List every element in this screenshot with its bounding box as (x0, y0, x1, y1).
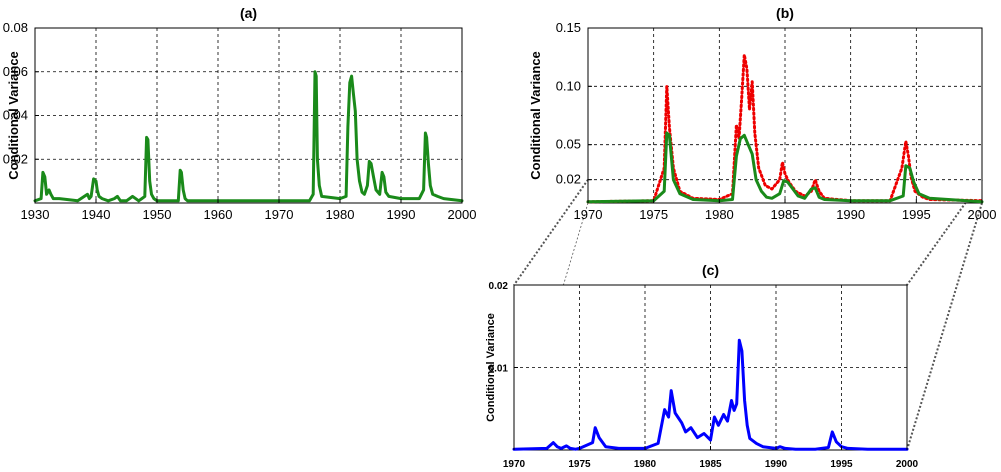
series-b (586, 53, 984, 204)
panel-a: 1930 1940 1950 1960 1970 1980 1990 2000 0.020.0… (3, 5, 477, 222)
xticks-a: 1930 1940 1950 1960 1970 1980 1990 2000 (21, 199, 477, 222)
x-tick-label: 1990 (836, 207, 865, 222)
x-tick-label: 1970 (265, 207, 294, 222)
x-tick-label: 1970 (503, 459, 526, 470)
series-line-b-1 (586, 131, 984, 204)
chart-title-c: (c) (702, 262, 719, 278)
x-tick-label: 2000 (448, 207, 477, 222)
x-tick-label: 1940 (82, 207, 111, 222)
x-tick-label: 1985 (699, 459, 722, 470)
series-c (512, 338, 909, 451)
y-axis-label-a: Conditional Variance (6, 51, 21, 180)
chart-title-b: (b) (776, 5, 794, 21)
y-axis-label-b: Conditional Variance (528, 51, 543, 180)
x-tick-label: 1985 (771, 207, 800, 222)
x-tick-label: 1975 (639, 207, 668, 222)
y-tick-label: 0.05 (556, 137, 581, 152)
x-tick-label: 1950 (143, 207, 172, 222)
x-tick-label: 1995 (830, 459, 853, 470)
x-tick-label: 1970 (574, 207, 603, 222)
xticks-c: 1970 1975 1980 1985 1990 1995 2000 (503, 446, 919, 470)
panel-b: 1970 1975 1980 1985 1990 1995 2000 0.02 0.05 0.1… (528, 5, 996, 222)
x-tick-label: 1980 (634, 459, 657, 470)
y-tick-label: 0.02 (489, 281, 509, 292)
y-tick-label: 0.01 (489, 364, 509, 375)
x-tick-label: 1990 (765, 459, 788, 470)
xticks-b: 1970 1975 1980 1985 1990 1995 2000 (574, 199, 997, 222)
y-tick-label: 0.02 (3, 151, 28, 166)
y-tick-label: 0.06 (3, 64, 28, 79)
x-tick-label: 1930 (21, 207, 50, 222)
grid-a (35, 28, 462, 203)
yticks-b: 0.02 0.05 0.10 0.15 (556, 20, 592, 187)
x-tick-label: 1990 (387, 207, 416, 222)
yticks-c: 0.01 0.02 (489, 281, 518, 375)
zoom-line-bottom-right (906, 202, 983, 451)
yticks-a: 0.02 0.04 0.06 0.08 (3, 20, 39, 166)
y-tick-label: 0.04 (3, 108, 28, 123)
y-tick-label: 0.10 (556, 78, 581, 93)
series-a (33, 70, 464, 203)
x-tick-label: 2000 (896, 459, 919, 470)
y-tick-label: 0.02 (556, 172, 581, 187)
panel-c: 1970 1975 1980 1985 1990 1995 2000 0.01 0.02 (c… (485, 262, 919, 470)
zoom-line-top-left (513, 179, 589, 286)
x-tick-label: 1960 (204, 207, 233, 222)
x-tick-label: 1980 (326, 207, 355, 222)
plot-area-c (513, 284, 908, 451)
x-tick-label: 1980 (705, 207, 734, 222)
y-axis-label-c: Conditional Variance (485, 313, 497, 422)
x-tick-label: 1975 (568, 459, 591, 470)
y-tick-label: 0.15 (556, 20, 581, 35)
x-tick-label: 1995 (902, 207, 931, 222)
x-tick-label: 2000 (968, 207, 997, 222)
series-line-c-0 (512, 338, 909, 451)
chart-title-a: (a) (240, 5, 257, 21)
y-tick-label: 0.08 (3, 20, 28, 35)
series-line-a-0 (33, 70, 464, 203)
